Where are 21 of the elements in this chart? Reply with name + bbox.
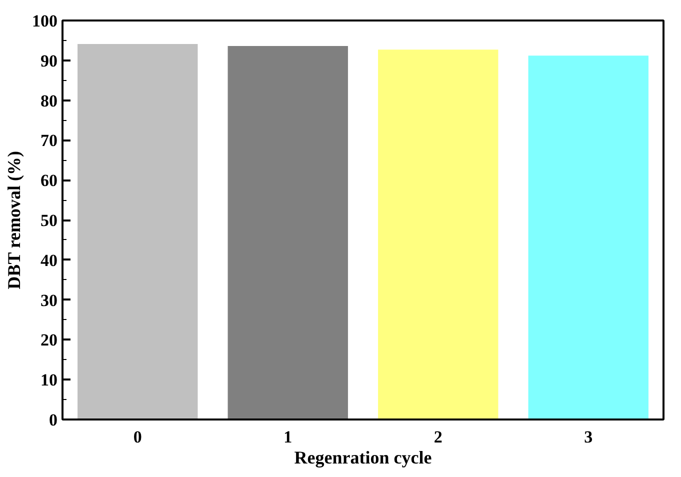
y-tick-label: 50: [40, 211, 58, 230]
x-tick-label: 3: [584, 428, 593, 446]
y-tick-label: 20: [40, 330, 58, 350]
y-axis-title: DBT removal (%): [4, 150, 24, 290]
y-tick-label: 80: [40, 91, 58, 110]
y-tick-label: 60: [40, 171, 58, 190]
x-tick-label: 1: [284, 428, 292, 446]
y-tick-label: 90: [40, 51, 58, 70]
x-tick-label: 2: [434, 428, 442, 446]
y-tick-label: 70: [40, 131, 58, 150]
y-tick-label: 40: [40, 250, 58, 270]
bar: [528, 56, 648, 420]
y-tick-label: 30: [40, 290, 58, 310]
bar: [78, 44, 198, 420]
y-tick-label: 100: [32, 12, 58, 30]
x-tick-label: 0: [133, 428, 142, 446]
y-tick-label: 10: [40, 370, 58, 390]
bar: [228, 46, 348, 420]
bar: [378, 50, 498, 420]
x-axis-title: Regenration cycle: [294, 448, 432, 468]
y-tick-label: 0: [49, 410, 58, 430]
